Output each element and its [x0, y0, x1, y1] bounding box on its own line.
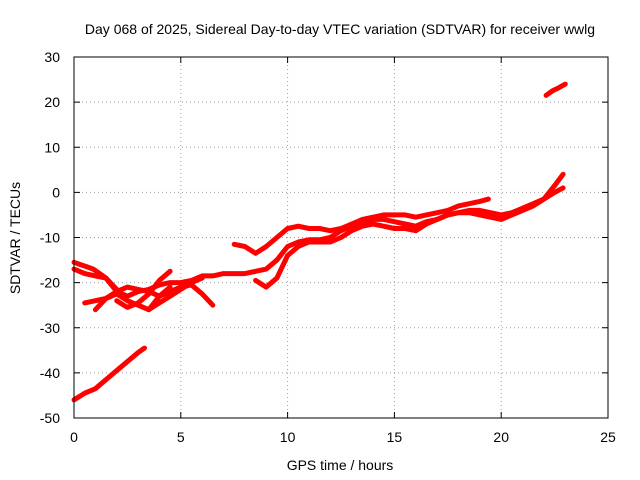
- y-tick-label: -30: [40, 320, 60, 336]
- y-axis-ticks: -50 -40 -30 -20 -10 0 10 20 30: [40, 49, 608, 426]
- x-axis-ticks: 0 5 10 15 20 25: [70, 57, 616, 445]
- series-line-3: [71, 259, 122, 295]
- y-tick-label: -40: [40, 365, 60, 381]
- series-line-9: [253, 171, 566, 290]
- series-line-7: [146, 275, 205, 313]
- x-tick-label: 25: [600, 429, 616, 445]
- y-tick-label: -10: [40, 230, 60, 246]
- series-line-6: [114, 268, 173, 310]
- y-tick-label: 20: [44, 94, 60, 110]
- y-tick-label: 30: [44, 49, 60, 65]
- series-line-1: [71, 345, 147, 403]
- x-tick-label: 15: [387, 429, 403, 445]
- x-tick-label: 5: [177, 429, 185, 445]
- series-layer: [71, 81, 568, 403]
- y-tick-label: -20: [40, 275, 60, 291]
- y-tick-label: 10: [44, 139, 60, 155]
- chart-title: Day 068 of 2025, Sidereal Day-to-day VTE…: [85, 21, 595, 37]
- x-axis-label: GPS time / hours: [287, 457, 394, 473]
- x-tick-label: 10: [280, 429, 296, 445]
- y-tick-label: -50: [40, 410, 60, 426]
- y-axis-label: SDTVAR / TECUs: [7, 182, 23, 294]
- series-line-10: [543, 81, 568, 98]
- x-tick-label: 20: [493, 429, 509, 445]
- y-tick-label: 0: [52, 184, 60, 200]
- x-tick-label: 0: [70, 429, 78, 445]
- series-line-8: [231, 196, 491, 256]
